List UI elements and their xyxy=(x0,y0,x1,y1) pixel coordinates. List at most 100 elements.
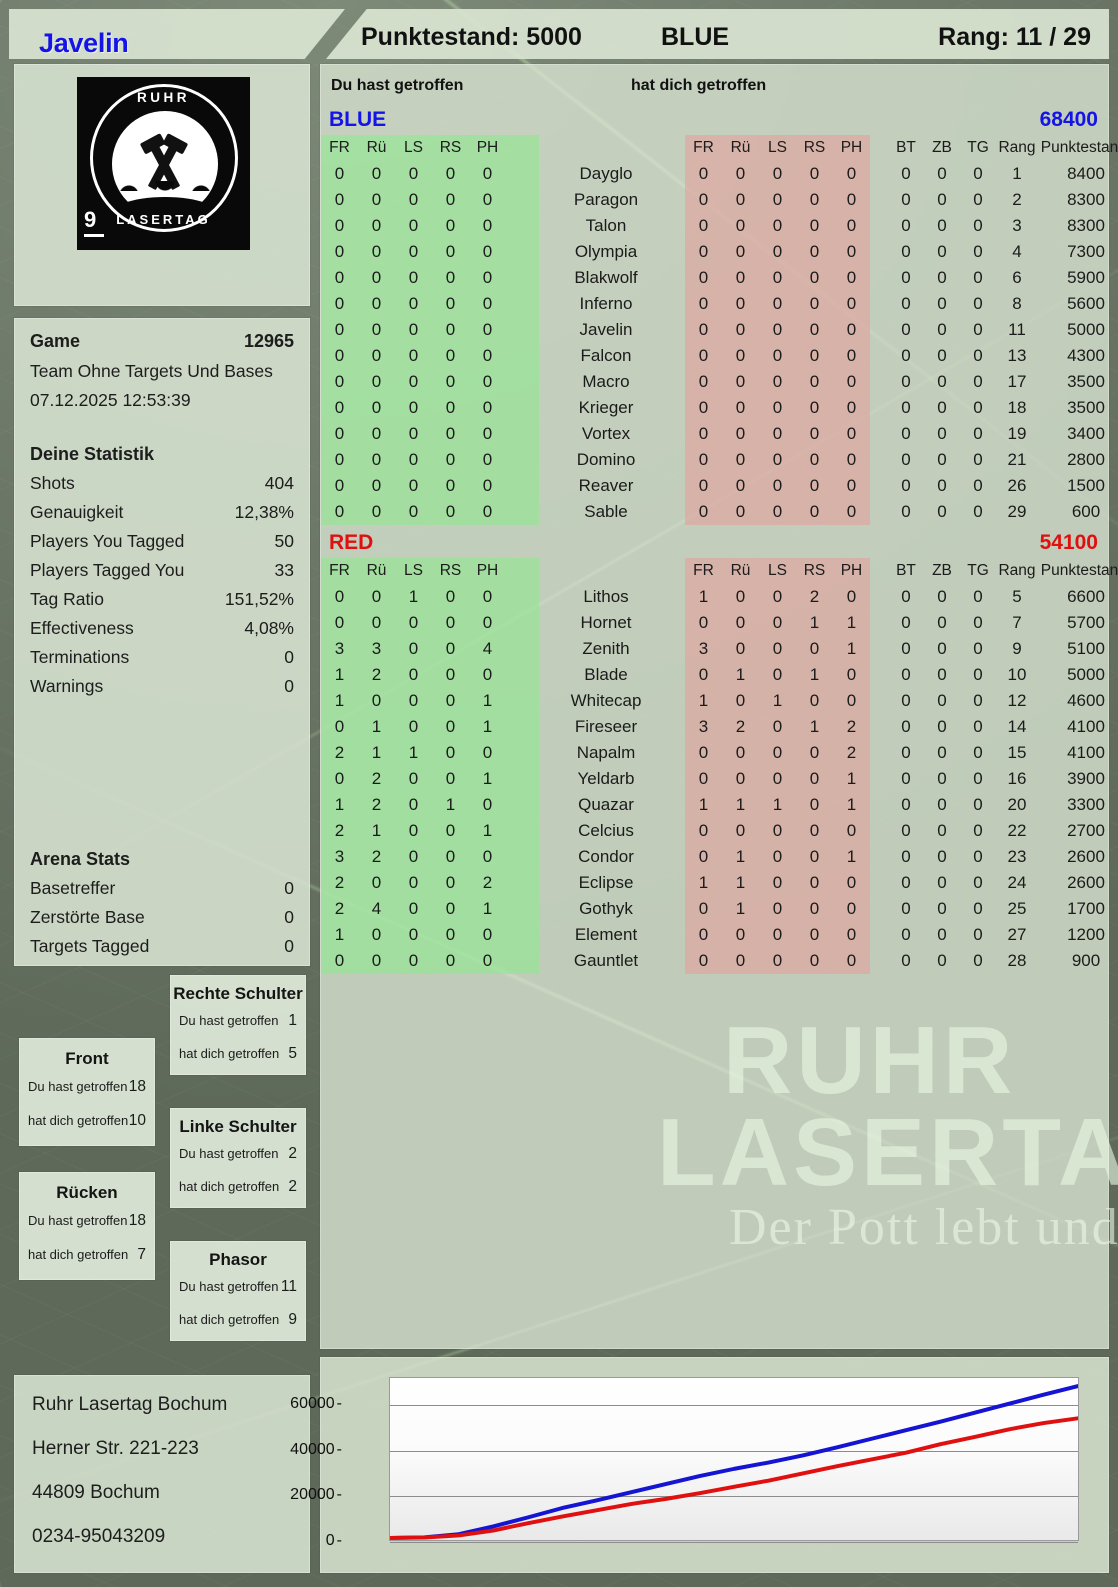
table-row[interactable]: 1 2 0 0 0 Blade 0 1 0 1 0 0 0 0 10 5000 xyxy=(321,662,1118,688)
table-row[interactable]: 2 1 0 0 1 Celcius 0 0 0 0 0 0 0 0 22 2700 xyxy=(321,818,1118,844)
cell-player-name[interactable]: Hornet xyxy=(580,613,632,632)
cell-hit-you: 0 xyxy=(722,317,759,343)
table-row[interactable]: 1 0 0 0 1 Whitecap 1 0 1 0 0 0 0 0 12 4600 xyxy=(321,688,1118,714)
table-row[interactable]: 0 0 0 0 0 Falcon 0 0 0 0 0 0 0 0 13 4300 xyxy=(321,343,1118,369)
table-row[interactable]: 2 1 1 0 0 Napalm 0 0 0 0 2 0 0 0 15 4100 xyxy=(321,740,1118,766)
cell-player-name[interactable]: Eclipse xyxy=(578,873,634,892)
cell-hit-you: 0 xyxy=(796,740,833,766)
table-row[interactable]: 0 0 0 0 0 Macro 0 0 0 0 0 0 0 0 17 3500 xyxy=(321,369,1118,395)
table-row[interactable]: 0 1 0 0 1 Fireseer 3 2 0 1 2 0 0 0 14 4100 xyxy=(321,714,1118,740)
cell-extra: 0 xyxy=(973,639,983,658)
cell-hit-you: 0 xyxy=(833,662,870,688)
cell-spacer xyxy=(870,636,888,662)
table-row[interactable]: 2 0 0 0 2 Eclipse 1 1 0 0 0 0 0 0 24 2600 xyxy=(321,870,1118,896)
cell-player-name[interactable]: Reaver xyxy=(578,476,634,495)
cell-player-name[interactable]: Javelin xyxy=(579,320,633,339)
table-row[interactable]: 0 0 0 0 0 Krieger 0 0 0 0 0 0 0 0 18 3500 xyxy=(321,395,1118,421)
col-head-you-RS: RS xyxy=(432,135,469,161)
cell-you-hit: 0 xyxy=(395,343,432,369)
cell-player-name[interactable]: Element xyxy=(574,925,638,944)
cell-player-name[interactable]: Napalm xyxy=(576,743,636,762)
table-row[interactable]: 0 0 0 0 0 Blakwolf 0 0 0 0 0 0 0 0 6 5900 xyxy=(321,265,1118,291)
cell-extra: 0 xyxy=(937,821,947,840)
cell-hit-you: 0 xyxy=(796,265,833,291)
cell-spacer xyxy=(870,317,888,343)
cell-player-name[interactable]: Lithos xyxy=(583,587,629,606)
cell-hit-you: 0 xyxy=(833,239,870,265)
cell-player-name[interactable]: Dayglo xyxy=(579,164,633,183)
table-row[interactable]: 0 0 0 0 0 Domino 0 0 0 0 0 0 0 0 21 2800 xyxy=(321,447,1118,473)
stat-value: 50 xyxy=(274,531,294,551)
cell-player-name[interactable]: Vortex xyxy=(581,424,631,443)
address-line: Ruhr Lasertag Bochum xyxy=(32,1394,228,1415)
table-row[interactable]: 0 2 0 0 1 Yeldarb 0 0 0 0 1 0 0 0 16 3900 xyxy=(321,766,1118,792)
cell-player-name[interactable]: Zenith xyxy=(582,639,630,658)
table-row[interactable]: 1 0 0 0 0 Element 0 0 0 0 0 0 0 0 27 1200 xyxy=(321,922,1118,948)
cell-player-name[interactable]: Macro xyxy=(582,372,630,391)
cell-player-name[interactable]: Whitecap xyxy=(570,691,642,710)
cell-player-name[interactable]: Falcon xyxy=(580,346,632,365)
table-row[interactable]: 0 0 0 0 0 Dayglo 0 0 0 0 0 0 0 0 1 8400 xyxy=(321,161,1118,187)
table-row[interactable]: 0 0 0 0 0 Paragon 0 0 0 0 0 0 0 0 2 8300 xyxy=(321,187,1118,213)
cell-extra: 0 xyxy=(901,476,911,495)
cell-player-name[interactable]: Olympia xyxy=(574,242,638,261)
cell-you-hit: 1 xyxy=(432,792,469,818)
cell-player-name[interactable]: Blakwolf xyxy=(574,268,638,287)
table-row[interactable]: 0 0 0 0 0 Talon 0 0 0 0 0 0 0 0 3 8300 xyxy=(321,213,1118,239)
gridline xyxy=(390,1542,1078,1543)
table-row[interactable]: 0 0 0 0 0 Javelin 0 0 0 0 0 0 0 0 11 5000 xyxy=(321,317,1118,343)
cell-player-name[interactable]: Inferno xyxy=(579,294,633,313)
page-title: Javelin xyxy=(39,28,129,58)
table-row[interactable]: 0 0 1 0 0 Lithos 1 0 0 2 0 0 0 0 5 6600 xyxy=(321,584,1118,610)
cell-player-name[interactable]: Sable xyxy=(584,502,628,521)
cell-player-name[interactable]: Talon xyxy=(585,216,627,235)
cell-extra: 0 xyxy=(937,717,947,736)
cell-hit-you: 0 xyxy=(685,896,722,922)
cell-extra: 0 xyxy=(937,769,947,788)
cell-extra: 0 xyxy=(973,925,983,944)
cell-you-hit: 2 xyxy=(358,766,395,792)
cell-hit-you: 0 xyxy=(796,766,833,792)
cell-spacer xyxy=(673,447,685,473)
cell-player-name[interactable]: Gothyk xyxy=(579,899,633,918)
cell-hit-you: 1 xyxy=(685,584,722,610)
cell-extra: 0 xyxy=(973,346,983,365)
table-row[interactable]: 2 4 0 0 1 Gothyk 0 1 0 0 0 0 0 0 25 1700 xyxy=(321,896,1118,922)
table-row[interactable]: 1 2 0 1 0 Quazar 1 1 1 0 1 0 0 0 20 3300 xyxy=(321,792,1118,818)
cell-player-name[interactable]: Domino xyxy=(576,450,636,469)
cell-hit-you: 1 xyxy=(833,636,870,662)
cell-spacer xyxy=(673,161,685,187)
cell-player-name[interactable]: Gauntlet xyxy=(573,951,639,970)
cell-player-name[interactable]: Paragon xyxy=(573,190,639,209)
cell-player-name[interactable]: Celcius xyxy=(578,821,634,840)
cell-spacer xyxy=(506,421,539,447)
table-row[interactable]: 3 2 0 0 0 Condor 0 1 0 0 1 0 0 0 23 2600 xyxy=(321,844,1118,870)
table-row[interactable]: 3 3 0 0 4 Zenith 3 0 0 0 1 0 0 0 9 5100 xyxy=(321,636,1118,662)
team-name-red: RED xyxy=(329,531,374,554)
table-row[interactable]: 0 0 0 0 0 Gauntlet 0 0 0 0 0 0 0 0 28 900 xyxy=(321,948,1118,974)
cell-extra: 0 xyxy=(973,424,983,443)
cell-player-name[interactable]: Blade xyxy=(584,665,628,684)
table-row[interactable]: 0 0 0 0 0 Inferno 0 0 0 0 0 0 0 0 8 5600 xyxy=(321,291,1118,317)
table-row[interactable]: 0 0 0 0 0 Olympia 0 0 0 0 0 0 0 0 4 7300 xyxy=(321,239,1118,265)
table-row[interactable]: 0 0 0 0 0 Reaver 0 0 0 0 0 0 0 0 26 1500 xyxy=(321,473,1118,499)
cell-spacer xyxy=(673,265,685,291)
cell-player-name[interactable]: Fireseer xyxy=(574,717,638,736)
cell-player-name[interactable]: Krieger xyxy=(578,398,634,417)
cell-hit-you: 0 xyxy=(685,818,722,844)
cell-spacer xyxy=(673,636,685,662)
cell-player-name[interactable]: Yeldarb xyxy=(577,769,635,788)
cell-extra: 0 xyxy=(973,717,983,736)
col-head-you-PH: PH xyxy=(469,558,506,584)
table-row[interactable]: 0 0 0 0 0 Hornet 0 0 0 1 1 0 0 0 7 5700 xyxy=(321,610,1118,636)
cell-player-name[interactable]: Quazar xyxy=(578,795,634,814)
cell-you-hit: 0 xyxy=(469,922,506,948)
table-row[interactable]: 0 0 0 0 0 Sable 0 0 0 0 0 0 0 0 29 600 xyxy=(321,499,1118,525)
cell-player-name[interactable]: Condor xyxy=(578,847,634,866)
cell-you-hit: 0 xyxy=(321,421,358,447)
cell-you-hit: 0 xyxy=(395,421,432,447)
cell-you-hit: 0 xyxy=(432,421,469,447)
table-row[interactable]: 0 0 0 0 0 Vortex 0 0 0 0 0 0 0 0 19 3400 xyxy=(321,421,1118,447)
zone-you-hit-label: Du hast getroffen xyxy=(179,1279,279,1294)
cell-extra: 0 xyxy=(937,398,947,417)
